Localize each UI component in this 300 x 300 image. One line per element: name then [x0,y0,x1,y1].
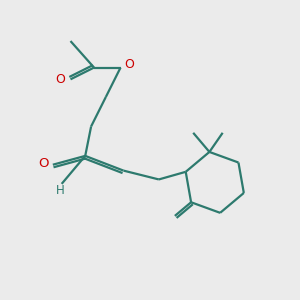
Text: O: O [124,58,134,71]
Text: O: O [38,157,49,170]
Text: O: O [55,73,65,86]
Text: H: H [56,184,64,197]
